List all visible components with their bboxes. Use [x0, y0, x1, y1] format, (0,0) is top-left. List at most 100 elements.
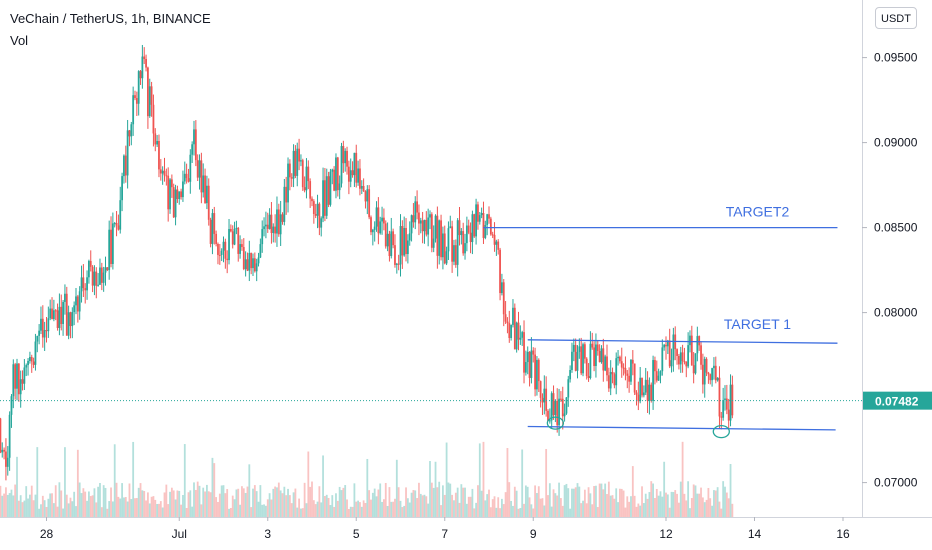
candle-body: [637, 394, 640, 402]
candle-body: [119, 200, 122, 230]
volume-bar: [512, 505, 514, 517]
candle-body: [211, 213, 214, 244]
volume-bar: [659, 491, 662, 517]
candle-body: [665, 344, 667, 347]
volume-bar: [95, 502, 98, 517]
volume-bar: [338, 486, 341, 517]
candle-body: [512, 307, 514, 325]
candle-body: [425, 219, 428, 235]
volume-bar: [276, 487, 278, 517]
volume-bar: [174, 499, 177, 517]
candle-body: [357, 168, 359, 183]
candle-body: [134, 95, 136, 99]
volume-bar: [130, 499, 133, 517]
candle-body: [331, 169, 334, 172]
volume-bar: [252, 488, 254, 517]
candle-body: [578, 346, 581, 352]
volume-bar: [165, 484, 168, 517]
candle-body: [558, 398, 560, 426]
volume-bar: [602, 489, 605, 517]
candle-body: [139, 71, 142, 79]
volume-bar: [508, 482, 511, 517]
candle-body: [121, 176, 123, 201]
volume-bar: [489, 507, 492, 517]
candle-body: [456, 220, 459, 265]
candle-body: [233, 228, 236, 245]
candle-body: [187, 178, 190, 182]
candle-body: [501, 282, 503, 294]
candle-body: [683, 361, 686, 363]
volume-bar: [484, 500, 487, 517]
volume-bar: [123, 497, 125, 517]
candle-body: [82, 277, 85, 289]
volume-bar: [217, 501, 219, 517]
candle-body: [709, 374, 712, 381]
volume-bar: [10, 489, 13, 517]
volume-bar: [652, 483, 654, 517]
candle-body: [185, 173, 188, 179]
candle-body: [565, 397, 568, 414]
volume-bar: [163, 492, 166, 517]
candle-body: [585, 358, 588, 377]
candle-body: [364, 191, 367, 202]
volume-bar: [29, 494, 31, 517]
volume-bar: [206, 484, 208, 517]
volume-bar: [589, 493, 592, 517]
candle-body: [163, 170, 166, 176]
volume-bar: [663, 461, 666, 517]
volume-bar: [600, 483, 603, 517]
currency-unit-button[interactable]: USDT: [875, 7, 917, 29]
volume-bar: [611, 495, 614, 517]
x-tick-label: 5: [353, 527, 360, 541]
volume-bar: [405, 487, 407, 517]
candle-body: [626, 373, 629, 376]
volume-bar: [609, 495, 612, 517]
candle-body: [329, 171, 332, 205]
candle-body: [268, 214, 271, 229]
candle-body: [335, 157, 337, 191]
volume-bar: [524, 485, 527, 517]
candle-body: [576, 351, 579, 371]
candle-body: [418, 212, 420, 224]
candle-body: [619, 356, 621, 362]
candle-body: [595, 344, 597, 367]
candle-body: [700, 345, 702, 365]
volume-bar: [134, 498, 136, 517]
volume-bar: [371, 492, 374, 517]
volume-bar: [639, 505, 642, 517]
candle-body: [220, 250, 223, 255]
volume-bar: [176, 490, 179, 517]
volume-bar: [425, 496, 428, 517]
volume-bar: [202, 487, 205, 517]
volume-bar: [38, 508, 41, 517]
candle-body: [454, 245, 457, 265]
volume-bar: [689, 508, 691, 517]
candle-body: [560, 398, 562, 400]
volume-bar: [545, 448, 548, 517]
volume-bar: [630, 496, 632, 517]
volume-bar: [578, 486, 581, 517]
volume-bar: [493, 496, 496, 517]
volume-bar: [537, 486, 540, 517]
candle-body: [344, 150, 347, 164]
candle-body: [504, 314, 507, 322]
candle-body: [170, 179, 173, 188]
candle-body: [375, 207, 378, 227]
candle-body: [100, 267, 103, 283]
candle-body: [99, 267, 101, 285]
volume-bar: [532, 508, 535, 517]
volume-bar: [316, 501, 319, 517]
candle-body: [8, 414, 11, 458]
volume-bar: [335, 493, 337, 517]
volume-bar: [696, 493, 699, 517]
candle-body: [405, 228, 407, 255]
volume-bar: [665, 492, 667, 517]
volume-bar: [152, 496, 155, 517]
candle-body: [67, 312, 70, 336]
volume-bars: [0, 441, 734, 517]
candle-body: [630, 359, 632, 382]
x-tick-label: 7: [441, 527, 448, 541]
candle-body: [521, 332, 524, 338]
